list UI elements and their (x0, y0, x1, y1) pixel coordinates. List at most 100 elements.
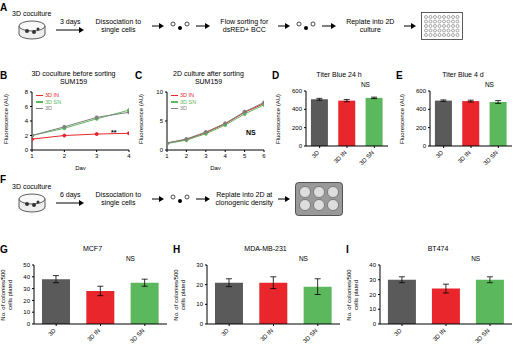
html-text:3D coculture: 3D coculture (12, 183, 52, 190)
svg-text:3D IN: 3D IN (259, 327, 274, 342)
svg-text:4: 4 (224, 153, 228, 159)
svg-text:0: 0 (160, 147, 164, 153)
svg-text:0: 0 (423, 143, 427, 149)
html-text:3D IN: 3D IN (45, 92, 60, 98)
svg-text:3D: 3D (393, 327, 403, 337)
html-text:G: G (0, 244, 8, 255)
svg-text:3D IN: 3D IN (333, 149, 348, 164)
svg-text:3D: 3D (311, 149, 321, 159)
svg-text:1: 1 (30, 153, 34, 159)
svg-text:2: 2 (25, 133, 29, 139)
html-text:Fluorescence (AU): Fluorescence (AU) (398, 93, 405, 144)
html-text:3D SN: 3D SN (45, 98, 62, 105)
svg-text:3D SN: 3D SN (474, 327, 491, 344)
html-text:3D SN: 3D SN (180, 98, 197, 105)
svg-text:3D: 3D (220, 327, 230, 337)
html-text:Dissociation to single cells: Dissociation to single cells (95, 191, 142, 206)
html-text:D: D (272, 70, 280, 81)
svg-text:10: 10 (369, 306, 376, 312)
svg-text:3D SN: 3D SN (358, 149, 375, 166)
svg-text:30: 30 (23, 286, 30, 292)
svg-text:5: 5 (160, 118, 164, 124)
svg-text:0: 0 (27, 321, 31, 327)
svg-text:3D IN: 3D IN (86, 327, 101, 342)
html-text:NS: NS (246, 129, 256, 136)
svg-text:40: 40 (23, 274, 30, 280)
svg-text:10: 10 (196, 301, 203, 307)
svg-text:30: 30 (196, 262, 203, 268)
html-text:Replate into 2D culture: Replate into 2D culture (346, 18, 395, 33)
html-text:3D coculture: 3D coculture (12, 10, 52, 17)
svg-text:20: 20 (23, 298, 30, 304)
svg-text:400: 400 (416, 106, 427, 112)
html-text:No. of colonies/500 cells plat: No. of colonies/500 cells plated (172, 268, 185, 321)
html-text:SUM159: SUM159 (194, 78, 223, 85)
html-text:NS: NS (360, 81, 370, 88)
html-text:A: A (0, 2, 8, 13)
html-text:6 days: 6 days (60, 191, 81, 198)
svg-text:400: 400 (292, 106, 303, 112)
svg-text:10: 10 (156, 89, 163, 95)
svg-text:8: 8 (25, 89, 29, 95)
html-text:C: C (135, 70, 143, 81)
svg-text:Day: Day (210, 165, 221, 170)
html-text:NS: NS (298, 255, 308, 262)
html-text:2D culture after sorting: 2D culture after sorting (173, 70, 244, 77)
html-text:NS: NS (125, 255, 135, 262)
html-text:No. of colonies/500 cells plat: No. of colonies/500 cells plated (345, 268, 358, 321)
svg-text:3D: 3D (47, 327, 57, 337)
html-text:Replate into 2D at clonogenic: Replate into 2D at clonogenic density (215, 191, 274, 206)
svg-text:0: 0 (373, 321, 377, 327)
html-text:Titer Blue 4 d: Titer Blue 4 d (442, 71, 484, 78)
html-text:H: H (173, 244, 181, 255)
svg-text:40: 40 (369, 262, 376, 268)
html-text:NS: NS (471, 255, 481, 262)
html-text:E: E (396, 70, 403, 81)
html-text:Fluorescence (AU): Fluorescence (AU) (274, 93, 281, 144)
html-text:MDA-MB-231: MDA-MB-231 (244, 245, 287, 252)
svg-text:0: 0 (299, 143, 303, 149)
svg-text:0: 0 (25, 147, 29, 153)
svg-text:1: 1 (165, 153, 169, 159)
svg-text:6: 6 (25, 104, 29, 110)
svg-text:2: 2 (185, 153, 189, 159)
html-text:Flow sorting for dsRED+ BCC: Flow sorting for dsRED+ BCC (220, 18, 269, 33)
svg-text:200: 200 (416, 125, 427, 131)
svg-text:10: 10 (23, 309, 30, 315)
html-text:Fluorescence (AU): Fluorescence (AU) (2, 94, 9, 144)
svg-text:5: 5 (243, 153, 247, 159)
svg-text:3: 3 (95, 153, 99, 159)
html-text:NS: NS (484, 81, 494, 88)
svg-text:30: 30 (369, 277, 376, 283)
html-text:Titer Blue 24 h: Titer Blue 24 h (316, 71, 362, 78)
svg-text:50: 50 (23, 262, 30, 268)
svg-text:3D IN: 3D IN (457, 149, 472, 164)
svg-text:20: 20 (196, 282, 203, 288)
html-text:BT474: BT474 (427, 245, 449, 252)
svg-text:3D SN: 3D SN (302, 327, 319, 344)
svg-text:2: 2 (63, 153, 67, 159)
html-text:B: B (0, 70, 8, 81)
svg-text:600: 600 (292, 88, 303, 94)
svg-text:3: 3 (204, 153, 208, 159)
svg-text:Day: Day (75, 165, 86, 170)
html-text:F: F (0, 174, 7, 185)
svg-text:3D SN: 3D SN (129, 327, 146, 344)
html-text:3D coculture before sorting: 3D coculture before sorting (31, 70, 116, 77)
html-text:3 days: 3 days (60, 18, 81, 25)
svg-text:3D IN: 3D IN (432, 327, 447, 342)
html-text:SUM159: SUM159 (59, 78, 88, 85)
html-text:Fluorescence (AU): Fluorescence (AU) (137, 94, 144, 144)
svg-text:20: 20 (369, 292, 376, 298)
html-text:Dissociation to single cells: Dissociation to single cells (95, 18, 142, 33)
html-text:No. of colonies/500 cells plat: No. of colonies/500 cells plated (0, 268, 12, 321)
svg-text:0: 0 (200, 321, 204, 327)
svg-text:4: 4 (25, 118, 29, 124)
svg-text:3D SN: 3D SN (482, 149, 499, 166)
svg-text:3D: 3D (435, 149, 445, 159)
svg-text:200: 200 (292, 125, 303, 131)
svg-text:6: 6 (262, 153, 266, 159)
html-text:MCF7: MCF7 (83, 245, 102, 252)
svg-text:600: 600 (416, 88, 427, 94)
svg-text:4: 4 (127, 153, 131, 159)
